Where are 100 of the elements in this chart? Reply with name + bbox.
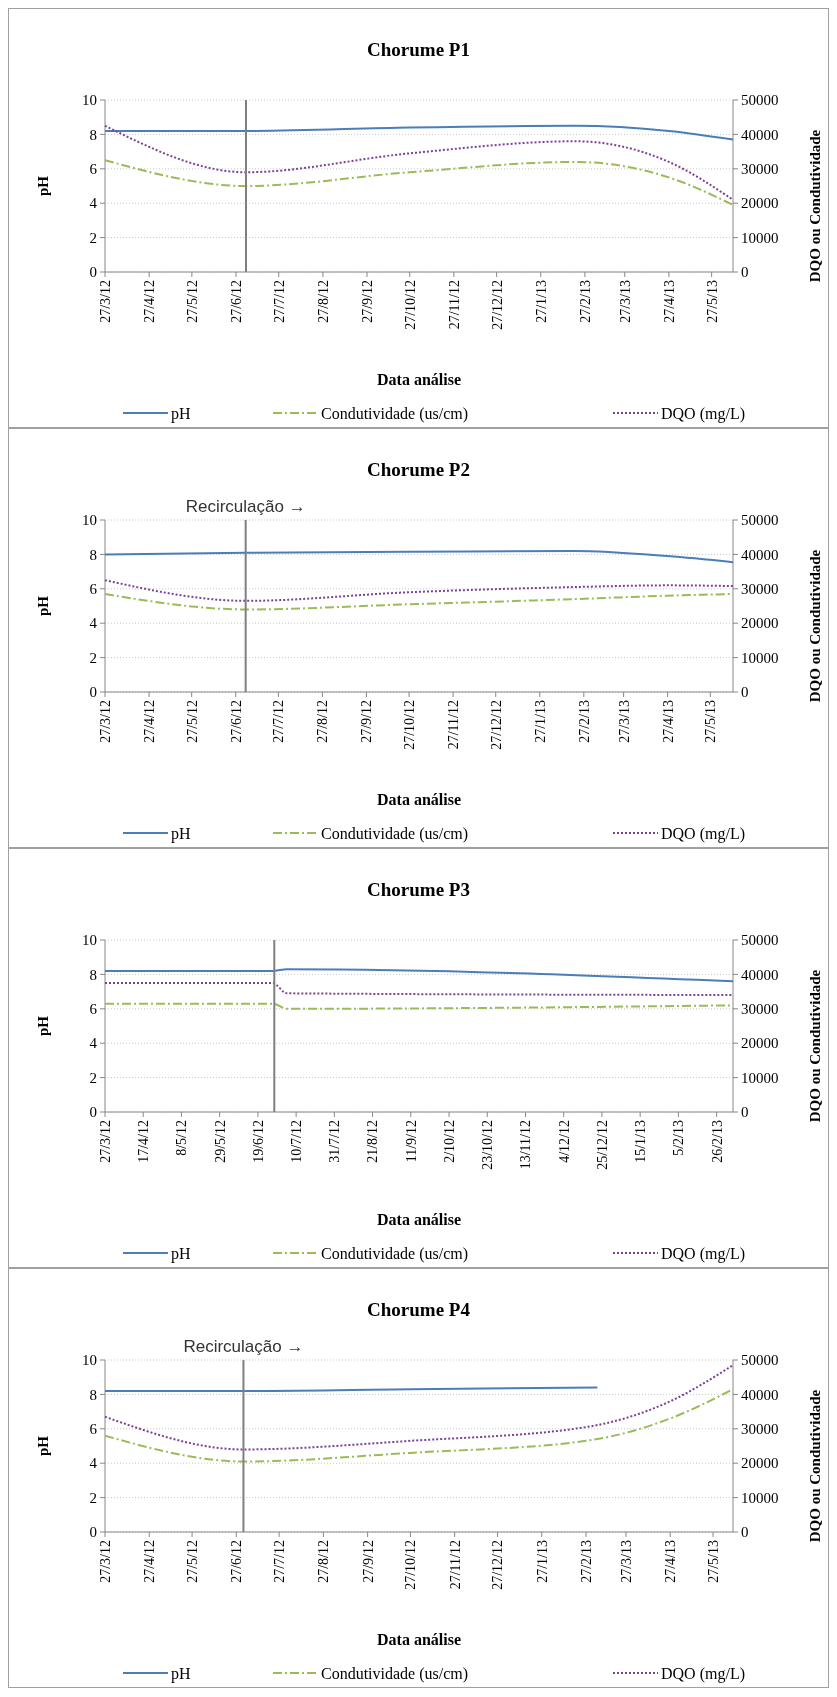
y-tick-label: 6	[89, 581, 98, 598]
legend-label: pH	[171, 1664, 191, 1683]
y2-tick-label: 20000	[741, 195, 779, 212]
y-tick-label: 2	[89, 1069, 97, 1086]
x-tick-label: 23/10/12	[480, 1120, 496, 1170]
y-tick-label: 8	[89, 966, 97, 983]
line-series	[104, 579, 734, 602]
x-tick-label: 27/6/12	[228, 280, 244, 323]
x-tick-label: 27/6/12	[228, 700, 244, 743]
legend-label: DQO (mg/L)	[661, 404, 745, 423]
legend-label: DQO (mg/L)	[661, 1664, 745, 1683]
y-tick-label: 0	[89, 1104, 97, 1121]
y2-tick-label: 30000	[741, 1421, 779, 1438]
ref-line-label: Recirculação →	[185, 497, 306, 516]
x-tick-label: 27/12/12	[489, 280, 505, 330]
y2-tick-label: 10000	[741, 1069, 779, 1086]
x-tick-label: 27/3/12	[97, 1540, 113, 1583]
x-tick-label: 27/4/13	[661, 280, 677, 323]
x-tick-label: 27/1/13	[532, 700, 548, 743]
chart-title: Chorume P2	[367, 459, 470, 480]
y2-axis-title: DQO ou Condutividade	[807, 969, 823, 1123]
x-tick-label: 27/4/12	[141, 700, 157, 743]
x-tick-label: 27/9/12	[360, 1540, 376, 1583]
x-tick-label: 27/5/13	[705, 1540, 721, 1583]
x-tick-label: 27/2/13	[577, 280, 593, 323]
y-tick-label: 8	[89, 546, 97, 563]
x-tick-label: 27/3/12	[97, 1120, 113, 1163]
y2-tick-label: 50000	[741, 1352, 779, 1369]
y-axis-title: pH	[35, 1015, 51, 1037]
x-tick-label: 27/7/12	[271, 700, 287, 743]
legend-label: pH	[171, 404, 191, 423]
x-tick-label: 31/7/12	[327, 1120, 343, 1163]
y-tick-label: 0	[89, 684, 97, 701]
x-tick-label: 21/8/12	[365, 1120, 381, 1163]
legend-label: Condutividade (us/cm)	[321, 1664, 469, 1683]
y2-tick-label: 40000	[741, 546, 779, 563]
y-tick-label: 10	[82, 1352, 97, 1369]
x-tick-label: 19/6/12	[250, 1120, 266, 1163]
y-tick-label: 6	[89, 161, 98, 178]
y-tick-label: 10	[82, 932, 97, 949]
y2-tick-label: 40000	[741, 1386, 779, 1403]
y2-axis-title: DQO ou Condutividade	[807, 129, 823, 283]
x-tick-label: 27/7/12	[271, 280, 287, 323]
x-tick-label: 27/9/12	[359, 700, 375, 743]
x-tick-label: 27/3/13	[618, 1540, 634, 1583]
x-tick-label: 27/10/12	[401, 700, 417, 750]
x-tick-label: 27/7/12	[272, 1540, 288, 1583]
y-tick-label: 0	[89, 264, 97, 281]
x-tick-label: 29/5/12	[212, 1120, 228, 1163]
x-tick-label: 27/5/13	[704, 280, 720, 323]
y-tick-label: 8	[89, 126, 97, 143]
y2-tick-label: 20000	[741, 615, 779, 632]
y2-tick-label: 50000	[741, 512, 779, 529]
x-tick-label: 27/3/12	[97, 280, 113, 323]
x-tick-label: 27/4/13	[663, 1540, 679, 1583]
y-tick-label: 6	[89, 1001, 98, 1018]
legend-label: pH	[171, 824, 191, 843]
x-tick-label: 27/11/12	[447, 1540, 463, 1590]
line-series	[104, 1364, 734, 1451]
ref-line-label: Recirculação →	[183, 1337, 304, 1356]
y-axis-title: pH	[35, 175, 51, 197]
x-tick-label: 8/5/12	[174, 1120, 190, 1156]
x-tick-label: 13/11/12	[518, 1120, 534, 1170]
x-tick-label: 27/5/12	[184, 280, 200, 323]
y2-tick-label: 50000	[741, 92, 779, 109]
legend-label: pH	[171, 1244, 191, 1263]
y-tick-label: 4	[89, 1455, 98, 1472]
y-tick-label: 2	[89, 1489, 97, 1506]
y2-tick-label: 40000	[741, 126, 779, 143]
y2-tick-label: 0	[741, 1104, 749, 1121]
line-series	[104, 159, 734, 206]
y2-tick-label: 0	[741, 1524, 749, 1541]
x-tick-label: 11/9/12	[403, 1120, 419, 1163]
y-tick-label: 6	[89, 1421, 98, 1438]
x-tick-label: 27/3/13	[617, 280, 633, 323]
y-axis-title: pH	[35, 595, 51, 617]
y-tick-label: 0	[89, 1524, 97, 1541]
x-tick-label: 27/4/13	[660, 700, 676, 743]
legend-label: Condutividade (us/cm)	[321, 404, 469, 423]
y-tick-label: 10	[82, 512, 97, 529]
x-tick-label: 27/5/12	[184, 1540, 200, 1583]
x-tick-label: 10/7/12	[289, 1120, 305, 1163]
x-tick-label: 27/1/13	[534, 1540, 550, 1583]
legend-label: Condutividade (us/cm)	[321, 1244, 469, 1263]
y2-tick-label: 0	[741, 264, 749, 281]
y2-axis-title: DQO ou Condutividade	[807, 549, 823, 703]
x-tick-label: 27/2/13	[576, 700, 592, 743]
y-tick-label: 2	[89, 229, 97, 246]
x-tick-label: 27/3/13	[616, 700, 632, 743]
y-axis-title: pH	[35, 1435, 51, 1457]
y2-tick-label: 10000	[741, 1489, 779, 1506]
y2-tick-label: 0	[741, 684, 749, 701]
line-series	[104, 124, 734, 141]
x-tick-label: 15/1/13	[633, 1120, 649, 1163]
x-tick-label: 27/9/12	[359, 280, 375, 323]
x-tick-label: 2/10/12	[441, 1120, 457, 1163]
y-tick-label: 4	[89, 615, 98, 632]
x-tick-label: 27/8/12	[316, 1540, 332, 1583]
y-tick-label: 4	[89, 1035, 98, 1052]
x-tick-label: 27/5/13	[703, 700, 719, 743]
